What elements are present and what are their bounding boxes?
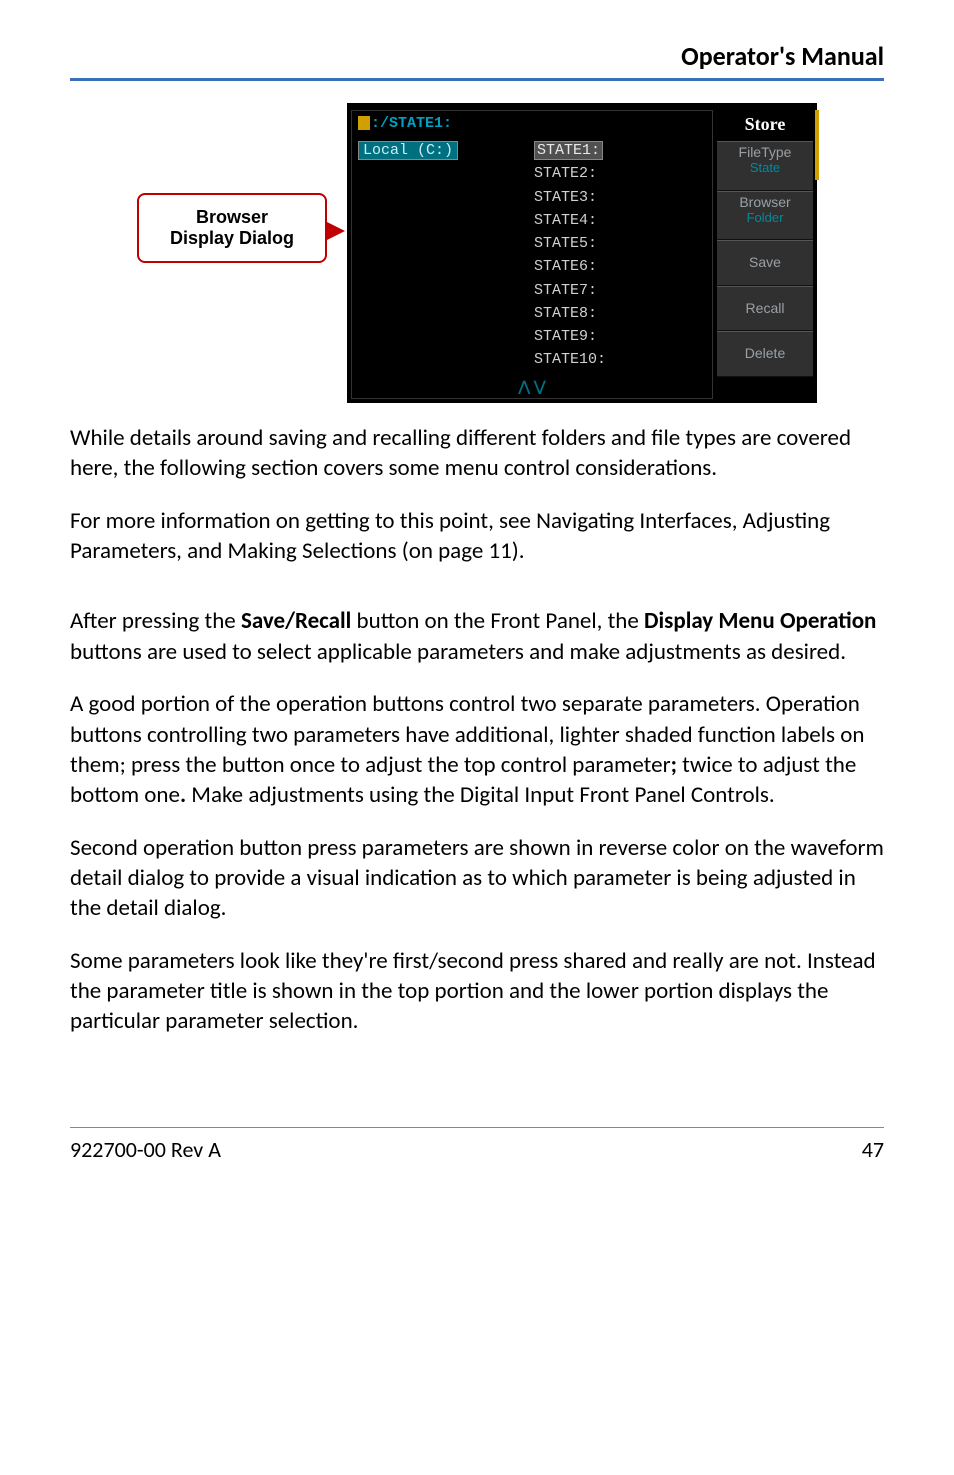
list-item[interactable]: STATE10:: [534, 348, 606, 371]
list-item[interactable]: STATE7:: [534, 279, 606, 302]
nav-up-icon[interactable]: ⋀: [519, 378, 530, 396]
list-item[interactable]: STATE2:: [534, 162, 606, 185]
breadcrumb-path: :/STATE1:: [371, 115, 452, 132]
footer-page-number: 47: [862, 1136, 884, 1163]
breadcrumb: :/STATE1:: [358, 115, 452, 132]
paragraph: A good portion of the operation buttons …: [70, 689, 884, 810]
browser-button[interactable]: Browser Folder: [717, 191, 813, 241]
manual-title: Operator's Manual: [681, 40, 884, 72]
state-list: STATE1: STATE2: STATE3: STATE4: STATE5: …: [534, 139, 606, 372]
recall-button[interactable]: Recall: [717, 286, 813, 331]
menu-label: Browser: [739, 194, 790, 210]
paragraph: Some parameters look like they're first/…: [70, 946, 884, 1037]
paragraph: While details around saving and recallin…: [70, 423, 884, 484]
menu-sublabel: Folder: [717, 211, 813, 225]
body-text: While details around saving and recallin…: [70, 423, 884, 1037]
menu-label: Recall: [746, 300, 785, 316]
page-header: Operator's Manual: [70, 40, 884, 81]
list-item[interactable]: STATE5:: [534, 232, 606, 255]
callout-arrow-icon: [325, 221, 345, 241]
callout-label: Browser Display Dialog: [137, 193, 327, 263]
nav-down-icon[interactable]: ⋁: [534, 378, 545, 396]
folder-local-c[interactable]: Local (C:): [358, 141, 458, 160]
list-item[interactable]: STATE8:: [534, 302, 606, 325]
footer-rev: 922700-00 Rev A: [70, 1136, 221, 1163]
menu-label: FileType: [739, 144, 792, 160]
menu-label: Delete: [745, 345, 785, 361]
browser-pane: :/STATE1: Local (C:) STATE1: STATE2: STA…: [351, 110, 713, 399]
device-screenshot: :/STATE1: Local (C:) STATE1: STATE2: STA…: [347, 103, 817, 403]
list-item[interactable]: STATE4:: [534, 209, 606, 232]
drive-icon: [358, 116, 370, 130]
save-button[interactable]: Save: [717, 240, 813, 285]
list-item[interactable]: STATE9:: [534, 325, 606, 348]
side-menu: Store FileType State Browser Folder Save…: [717, 110, 813, 399]
paragraph: After pressing the Save/Recall button on…: [70, 606, 884, 667]
list-item[interactable]: STATE3:: [534, 186, 606, 209]
paragraph: Second operation button press parameters…: [70, 833, 884, 924]
paragraph: For more information on getting to this …: [70, 506, 884, 567]
list-item[interactable]: STATE6:: [534, 255, 606, 278]
browser-diagram: Browser Display Dialog :/STATE1: Local (…: [137, 103, 817, 403]
menu-sublabel: State: [717, 161, 813, 175]
menu-label: Save: [749, 254, 781, 270]
callout-line1: Browser: [196, 207, 268, 228]
delete-button[interactable]: Delete: [717, 331, 813, 376]
page-footer: 922700-00 Rev A 47: [70, 1127, 884, 1163]
list-item[interactable]: STATE1:: [534, 141, 603, 160]
filetype-button[interactable]: FileType State: [717, 141, 813, 191]
accent-bar: [815, 110, 819, 180]
nav-arrows: ⋀ ⋁: [352, 378, 712, 396]
callout-line2: Display Dialog: [170, 228, 294, 249]
menu-title: Store: [717, 110, 813, 141]
